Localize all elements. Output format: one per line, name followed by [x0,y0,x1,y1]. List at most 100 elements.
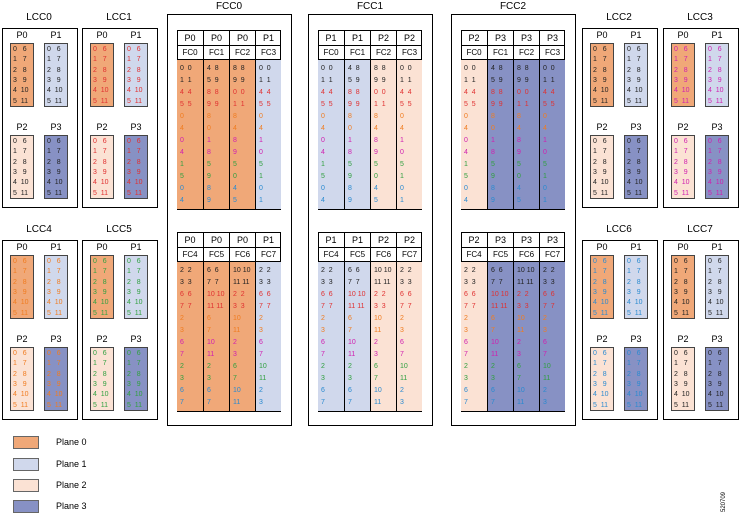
lcc-slot-row: 2 8 [674,66,688,74]
lcc-slot-row: 5 11 [47,309,63,317]
fcc-cell: 1 1 [374,101,386,108]
fcc-cell: 0 [259,113,263,120]
lcc-slot-row: 0 6 [708,258,722,265]
fcc-cell: 4 [517,125,521,132]
fcc-cell: 9 [374,149,378,156]
fcc-cell: 1 1 [321,77,333,84]
fcc-cell: 8 8 [491,89,503,96]
fcc-cell: 5 5 [543,101,555,108]
fcc-fc-header: FC1 [487,45,513,59]
fcc-fc-header: FC5 [203,247,229,261]
lcc-slot-row: 3 9 [674,168,688,176]
lcc-slot: 0 6 1 7 2 8 3 9 4 10 5 11 [705,255,729,319]
fcc-cell: 10 10 [491,291,509,298]
lcc-slot: 0 6 1 7 2 8 3 9 4 10 5 11 [624,347,648,411]
fcc-cell: 4 [259,125,263,132]
lcc-slot-row: 5 11 [708,401,724,409]
fcc-cell: 0 [180,137,184,144]
lcc-slot-row: 0 6 [93,350,107,357]
fcc-cell: 2 2 [233,291,245,298]
lcc-slot-row: 2 8 [627,158,641,166]
lcc-slot-row: 4 10 [93,179,109,187]
legend-label-plane2: Plane 2 [56,480,87,490]
fcc-plane-header: P0 [229,31,255,45]
lcc-slot-row: 2 8 [13,370,27,378]
fcc-cell: 2 [207,363,211,370]
fcc-cell: 8 [374,113,378,120]
fcc-cell: 1 [207,137,211,144]
fcc-cell: 0 0 [180,65,192,72]
lcc-slot-row: 4 10 [593,87,609,95]
fcc-cell: 10 [517,387,525,394]
lcc-slot-row: 4 10 [708,87,724,95]
fcc-title: FCC2 [499,1,527,12]
fcc-cell: 6 6 [400,291,412,298]
fcc-cell: 9 9 [207,101,219,108]
fcc-fc-header: FC0 [177,45,203,59]
fcc-cell: 5 5 [259,101,271,108]
fcc-cell: 9 9 [517,77,529,84]
fcc-cell: 0 [180,185,184,192]
fcc-cell: 9 9 [491,101,503,108]
fcc-cell: 3 [400,399,404,406]
fcc-plane-header: P2 [396,31,422,45]
lcc-title: LCC5 [106,224,132,235]
fcc-cell: 7 [464,399,468,406]
lcc-slot: 0 6 1 7 2 8 3 9 4 10 5 11 [10,43,34,107]
fcc-cell: 2 2 [400,267,412,274]
lcc-slot-row: 1 7 [47,56,61,64]
fcc-cell: 10 10 [207,291,225,298]
lcc-slot-row: 5 11 [13,189,29,197]
lcc-slot-row: 2 8 [93,158,107,166]
fcc-cell: 4 [543,125,547,132]
lcc-slot-row: 0 6 [593,46,607,53]
lcc-slot-row: 1 7 [127,360,141,368]
lcc-slot-row: 2 8 [708,158,722,166]
fcc-column: 0 0 1 1 4 4 5 5 0 4 0 4 1 5 0 4 [177,59,203,209]
fcc-cell: 6 [517,363,521,370]
fcc-cell: 0 [543,185,547,192]
fcc-cell: 6 [464,339,468,346]
fcc-cell: 1 [348,137,352,144]
fcc-cell: 0 [400,185,404,192]
lcc-slot-row: 2 8 [708,370,722,378]
fcc-cell: 5 5 [464,101,476,108]
fcc-cell: 2 2 [321,267,333,274]
fcc-cell: 10 [491,339,499,346]
lcc-slot-row: 3 9 [674,380,688,388]
lcc-slot-row: 0 6 [47,350,61,357]
lcc-slot-row: 5 11 [93,97,109,105]
legend-swatch-plane3 [13,500,39,513]
fcc-cell: 0 [400,113,404,120]
lcc-slot-row: 2 8 [93,66,107,74]
lcc-slot-row: 0 6 [593,138,607,145]
lcc-slot: 0 6 1 7 2 8 3 9 4 10 5 11 [590,347,614,411]
lcc-slot-row: 1 7 [93,360,107,368]
lcc-slot-row: 5 11 [708,189,724,197]
fcc-cell: 9 [233,149,237,156]
fcc-cell: 10 [374,315,382,322]
lcc-slot-row: 2 8 [127,158,141,166]
lcc-slot-row: 0 6 [127,46,141,53]
fcc-plane-header: P3 [539,233,565,247]
lcc-slot-row: 0 6 [13,258,27,265]
fcc-cell: 7 [374,375,378,382]
lcc-slot-row: 5 11 [13,97,29,105]
lcc-slot-row: 1 7 [708,56,722,64]
fcc-cell: 6 [207,387,211,394]
fcc-cell: 1 [491,137,495,144]
fcc-cell: 7 7 [180,303,192,310]
fcc-cell: 11 [517,399,525,406]
lcc-plane-label: P1 [711,242,723,252]
fcc-cell: 3 [233,351,237,358]
fcc-cell: 1 1 [233,101,245,108]
fcc-cell: 9 [348,197,352,204]
lcc-slot-row: 4 10 [593,179,609,187]
fcc-cell: 2 [464,315,468,322]
fcc-cell: 1 1 [180,77,192,84]
fcc-cell: 11 [374,327,382,334]
lcc-slot: 0 6 1 7 2 8 3 9 4 10 5 11 [90,347,114,411]
fcc-cell: 1 [464,161,468,168]
fcc-cell: 2 [543,315,547,322]
